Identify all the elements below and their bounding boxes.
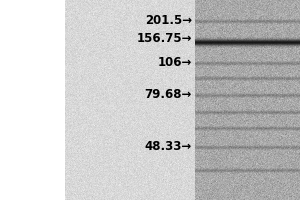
Text: 201.5→: 201.5→ — [145, 15, 192, 27]
Text: 106→: 106→ — [158, 56, 192, 70]
Text: 48.33→: 48.33→ — [145, 140, 192, 154]
Text: 156.75→: 156.75→ — [136, 32, 192, 46]
Text: 79.68→: 79.68→ — [145, 88, 192, 102]
Bar — [0, 0, 65, 200]
